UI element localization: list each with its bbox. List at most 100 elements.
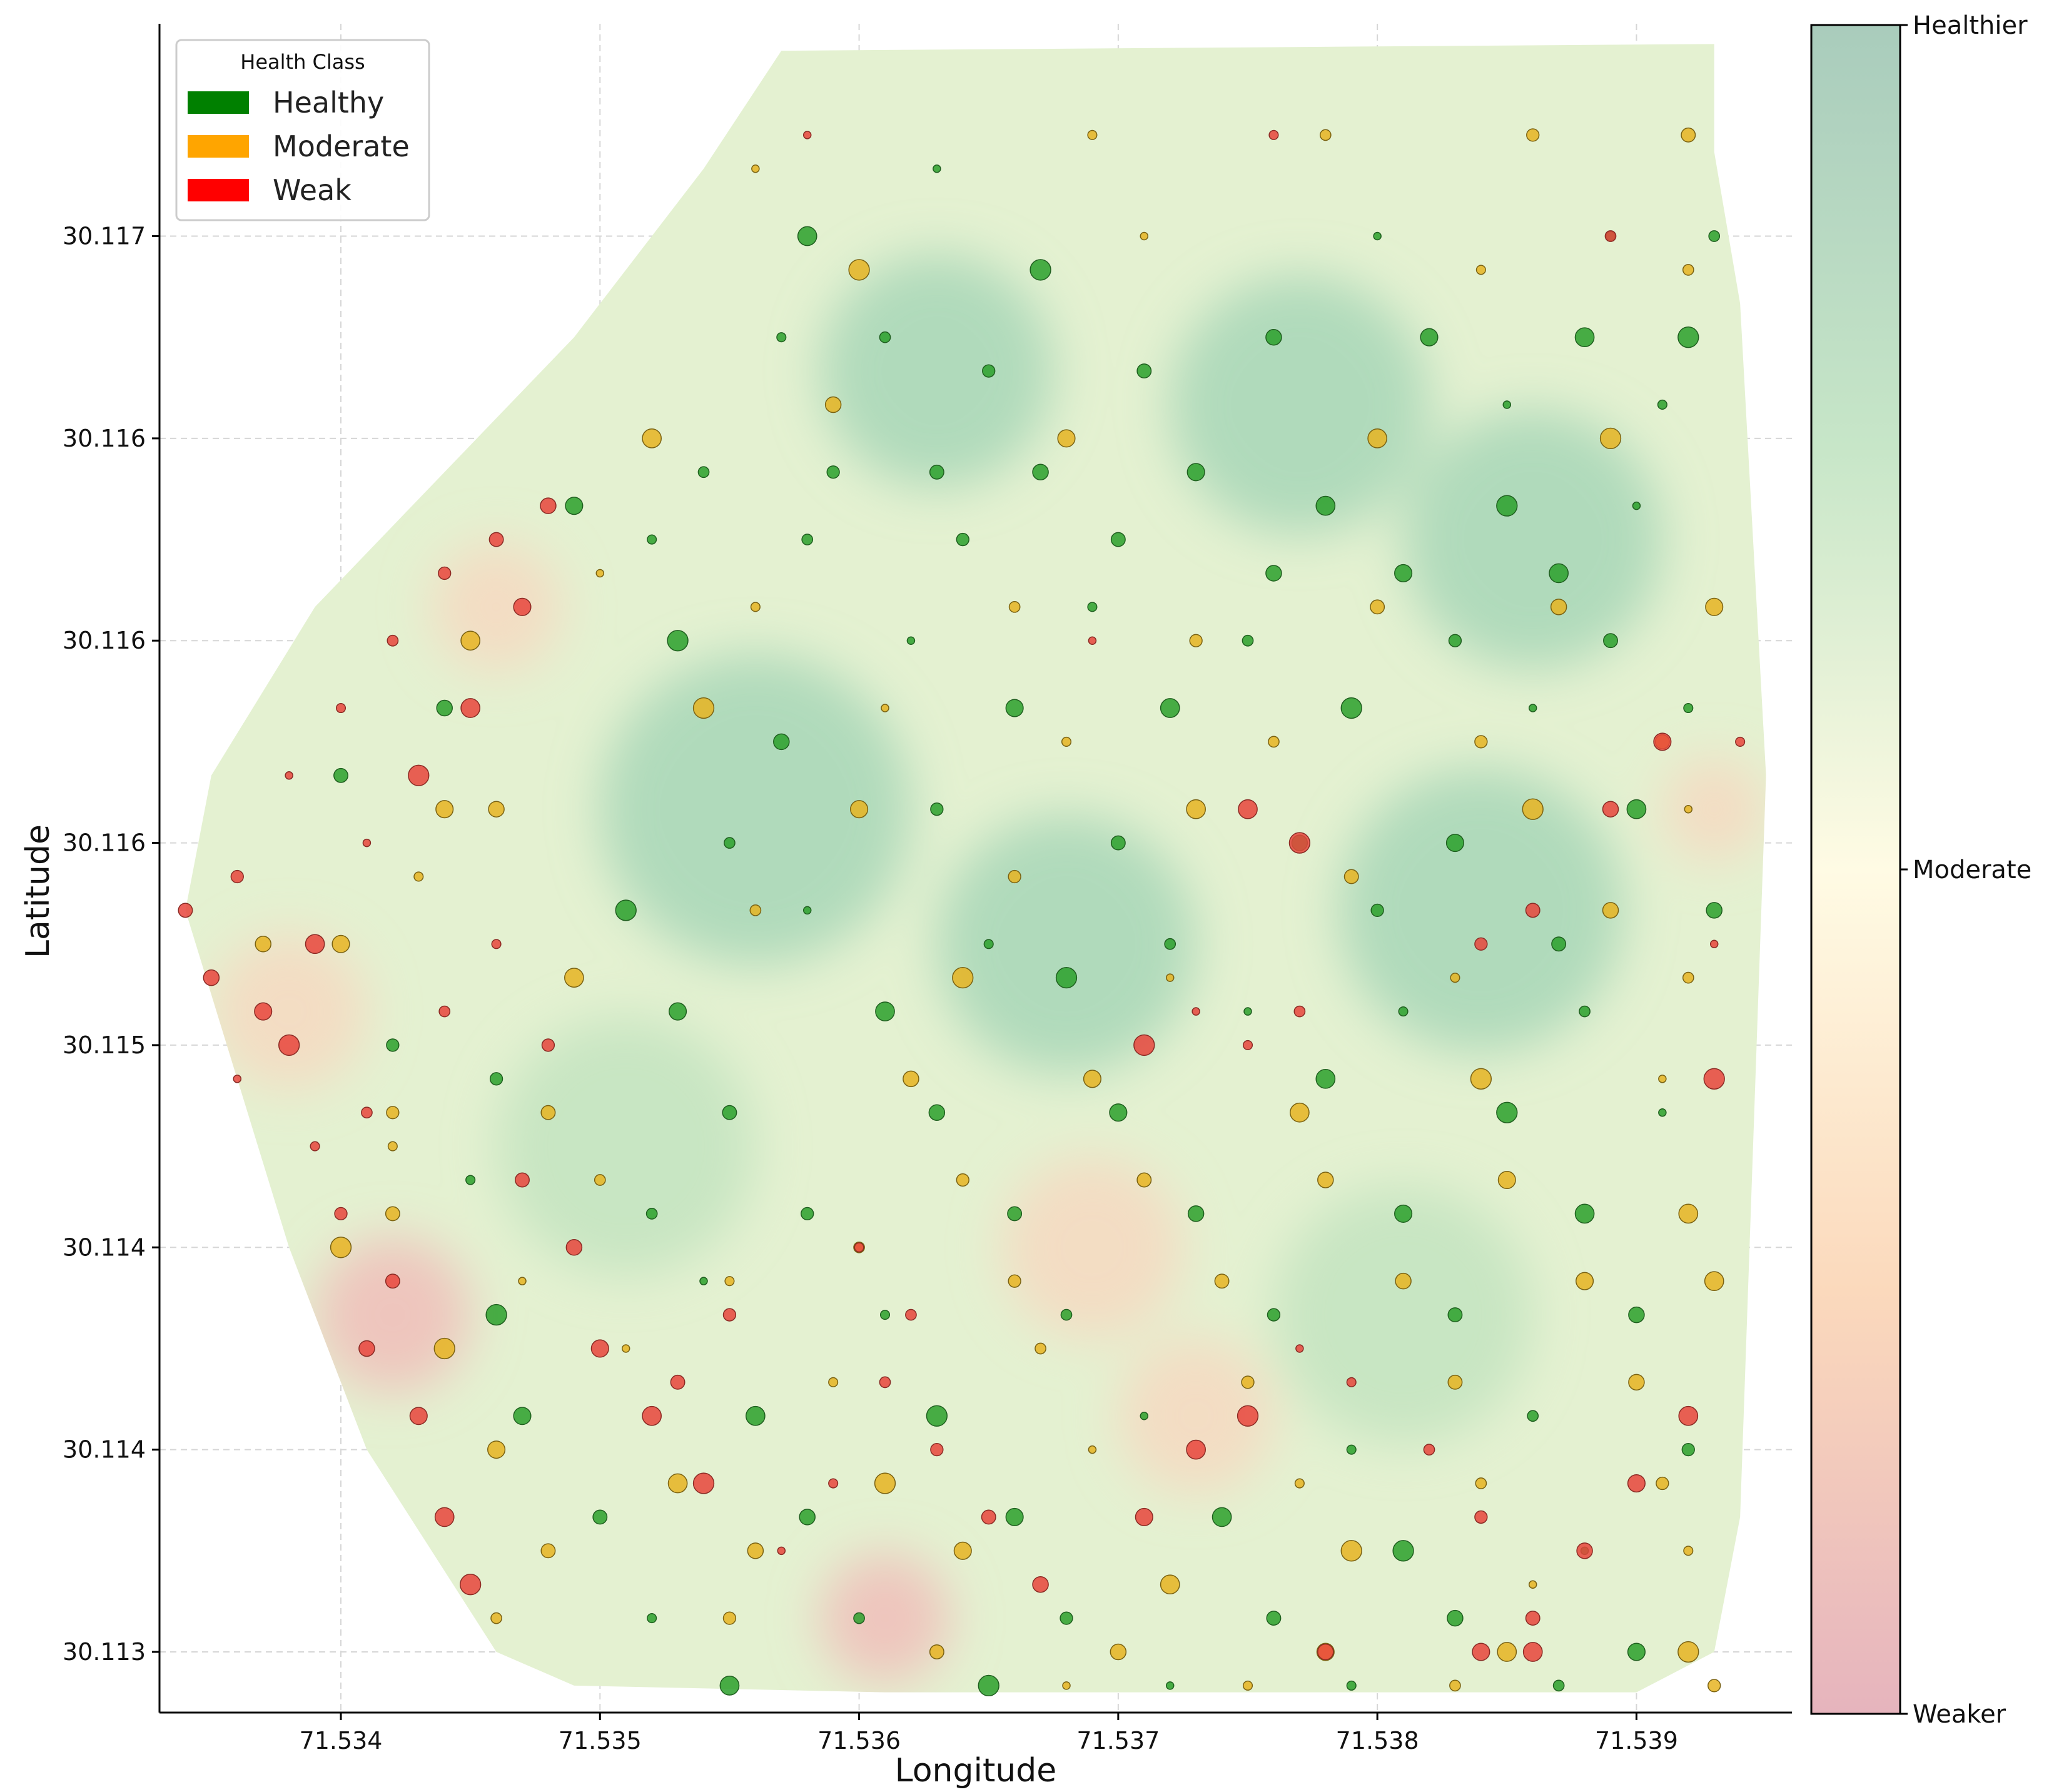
data-point-moderate: [1110, 1643, 1127, 1661]
data-point-healthy: [956, 532, 969, 547]
colorbar-label-middle: Moderate: [1913, 856, 2031, 884]
data-point-moderate: [722, 1611, 737, 1625]
data-point-moderate: [413, 871, 424, 882]
data-point-weak: [305, 934, 325, 954]
data-point-moderate: [1370, 599, 1385, 615]
data-point-healthy: [875, 1001, 895, 1021]
data-point-weak: [1474, 1510, 1488, 1524]
data-point-moderate: [488, 801, 505, 818]
colorbar-label-bottom: Weaker: [1913, 1700, 2006, 1729]
data-point-healthy: [1265, 565, 1282, 582]
data-point-weak: [1423, 1444, 1435, 1455]
data-point-weak: [905, 1309, 917, 1321]
data-point-moderate: [621, 1344, 630, 1353]
data-point-moderate: [1447, 1374, 1463, 1390]
data-point-healthy: [933, 164, 941, 173]
data-point-moderate: [1677, 1641, 1699, 1663]
data-point-moderate: [490, 1612, 502, 1624]
data-point-healthy: [1140, 1411, 1149, 1420]
data-point-moderate: [594, 1174, 606, 1186]
health-zone: [1338, 767, 1624, 1053]
data-point-healthy: [645, 1208, 658, 1220]
y-tick-label: 30.114: [63, 1233, 146, 1261]
data-point-weak: [1288, 832, 1311, 854]
data-point-weak: [1604, 230, 1617, 242]
health-zone: [1001, 1157, 1183, 1339]
x-ticks: 71.534 71.535 71.536 71.537 71.538 71.539: [300, 1713, 1678, 1754]
y-tick-label: 30.113: [63, 1638, 146, 1666]
legend-title: Health Class: [240, 50, 365, 74]
data-point-weak: [1653, 732, 1672, 751]
data-point-moderate: [1708, 1679, 1721, 1693]
health-surface: [185, 44, 1766, 1693]
legend: Health Class Healthy Moderate Weak: [175, 39, 430, 221]
data-point-healthy: [1574, 327, 1595, 348]
data-point-moderate: [1576, 1272, 1594, 1290]
data-point-moderate: [1189, 634, 1203, 647]
data-point-weak: [1237, 1405, 1259, 1427]
data-point-weak: [491, 939, 502, 949]
data-point-weak: [540, 497, 557, 514]
data-point-healthy: [930, 802, 944, 816]
health-zone: [1662, 757, 1766, 861]
data-point-healthy: [1315, 1068, 1336, 1089]
data-point-weak: [409, 1407, 428, 1425]
y-axis-title: Latitude: [19, 824, 57, 958]
data-point-healthy: [722, 1105, 737, 1120]
data-point-weak: [1088, 636, 1097, 645]
data-point-moderate: [1656, 1476, 1669, 1491]
data-point-healthy: [1657, 399, 1667, 410]
health-zone: [432, 542, 562, 672]
data-point-weak: [1238, 799, 1258, 819]
data-point-weak: [1576, 1542, 1593, 1559]
colorbar: Healthier Moderate Weaker: [1810, 11, 2031, 1729]
data-point-healthy: [1136, 363, 1152, 379]
data-point-healthy: [1087, 602, 1098, 612]
data-point-healthy: [1527, 1410, 1539, 1422]
data-point-weak: [459, 1574, 482, 1596]
data-point-weak: [1474, 937, 1488, 951]
x-tick-label: 71.535: [559, 1727, 642, 1754]
data-point-healthy: [1706, 902, 1723, 919]
health-zone: [936, 814, 1197, 1074]
data-point-moderate: [1526, 128, 1540, 142]
data-point-healthy: [1394, 564, 1413, 582]
data-point-moderate: [1470, 1068, 1492, 1090]
data-point-moderate: [1475, 265, 1486, 275]
data-point-moderate: [667, 1473, 688, 1494]
data-point-moderate: [255, 936, 271, 953]
data-point-healthy: [826, 465, 840, 479]
data-point-weak: [1703, 1068, 1725, 1090]
health-points: [178, 127, 1746, 1697]
legend-swatch-healthy: [188, 91, 249, 114]
data-point-weak: [930, 1442, 944, 1457]
data-point-healthy: [719, 1676, 740, 1696]
data-point-moderate: [751, 164, 760, 173]
data-point-healthy: [1681, 1442, 1695, 1457]
data-point-weak: [981, 1509, 996, 1525]
data-point-weak: [1032, 1576, 1049, 1593]
data-point-moderate: [595, 569, 605, 578]
data-point-weak: [854, 1242, 864, 1253]
data-point-healthy: [1346, 1444, 1357, 1455]
data-point-healthy: [1502, 400, 1512, 409]
data-point-moderate: [1395, 1272, 1412, 1290]
data-point-weak: [1133, 1034, 1155, 1056]
legend-label-healthy: Healthy: [273, 86, 384, 119]
data-point-healthy: [592, 1509, 608, 1525]
data-point-weak: [515, 1172, 530, 1188]
data-point-healthy: [1007, 1206, 1023, 1222]
y-tick-label: 30.116: [63, 627, 146, 654]
series-moderate: [255, 127, 1724, 1693]
data-point-healthy: [1110, 835, 1126, 851]
data-point-weak: [1602, 801, 1619, 818]
data-point-weak: [278, 1034, 300, 1056]
data-point-healthy: [1030, 259, 1051, 281]
legend-swatch-moderate: [188, 135, 249, 158]
data-point-healthy: [982, 364, 996, 378]
data-point-moderate: [1035, 1342, 1046, 1355]
legend-label-weak: Weak: [273, 173, 352, 207]
x-tick-label: 71.538: [1336, 1727, 1419, 1754]
data-point-weak: [1735, 736, 1746, 747]
data-point-moderate: [1343, 869, 1359, 884]
